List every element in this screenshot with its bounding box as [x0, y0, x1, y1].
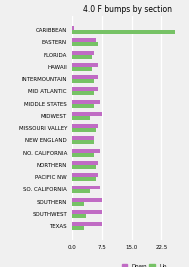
- Bar: [72, 30, 175, 34]
- Bar: [72, 165, 96, 169]
- Bar: [72, 100, 100, 104]
- Bar: [72, 210, 102, 214]
- Bar: [72, 42, 98, 46]
- Bar: [72, 67, 92, 71]
- Bar: [72, 104, 94, 108]
- Bar: [72, 112, 102, 116]
- Bar: [72, 226, 84, 230]
- Bar: [72, 79, 94, 83]
- Bar: [72, 222, 102, 226]
- Title: 4.0 F bumps by section: 4.0 F bumps by section: [83, 5, 172, 14]
- Bar: [72, 91, 94, 95]
- Bar: [72, 51, 94, 55]
- Bar: [72, 75, 98, 79]
- Bar: [72, 177, 96, 181]
- Bar: [72, 173, 98, 177]
- Bar: [72, 88, 98, 91]
- Bar: [72, 140, 94, 144]
- Bar: [72, 149, 100, 153]
- Bar: [72, 214, 86, 218]
- Legend: Down, Up: Down, Up: [122, 264, 167, 267]
- Bar: [72, 153, 94, 156]
- Bar: [72, 161, 98, 165]
- Bar: [72, 124, 98, 128]
- Bar: [72, 136, 94, 140]
- Bar: [72, 26, 74, 30]
- Bar: [72, 198, 102, 202]
- Bar: [72, 116, 90, 120]
- Bar: [72, 55, 92, 58]
- Bar: [72, 63, 98, 67]
- Bar: [72, 38, 96, 42]
- Bar: [72, 128, 96, 132]
- Bar: [72, 189, 90, 193]
- Bar: [72, 202, 84, 206]
- Bar: [72, 186, 100, 189]
